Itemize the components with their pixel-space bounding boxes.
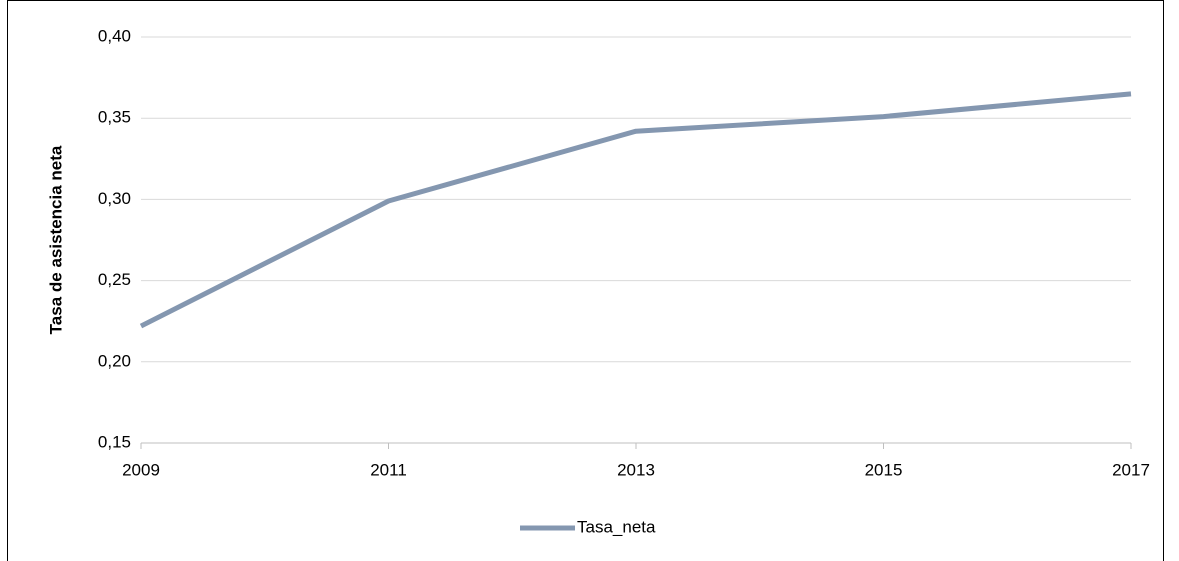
y-tick-label: 0,15 [98,432,131,451]
y-tick-label: 0,30 [98,189,131,208]
x-tick-label: 2011 [370,460,407,479]
y-tick-label: 0,25 [98,270,131,289]
x-tick-label: 2015 [865,460,903,479]
y-tick-label: 0,40 [98,26,131,45]
y-tick-label: 0,20 [98,351,131,370]
y-tick-label: 0,35 [98,108,131,127]
x-tick-label: 2017 [1112,460,1150,479]
x-tick-label: 2013 [617,460,655,479]
y-axis-label: Tasa de asistencia neta [46,145,65,334]
series-line [139,91,1132,329]
chart-frame [7,0,1164,561]
legend-label: Tasa_neta [577,517,656,536]
x-tick-label: 2009 [122,460,160,479]
